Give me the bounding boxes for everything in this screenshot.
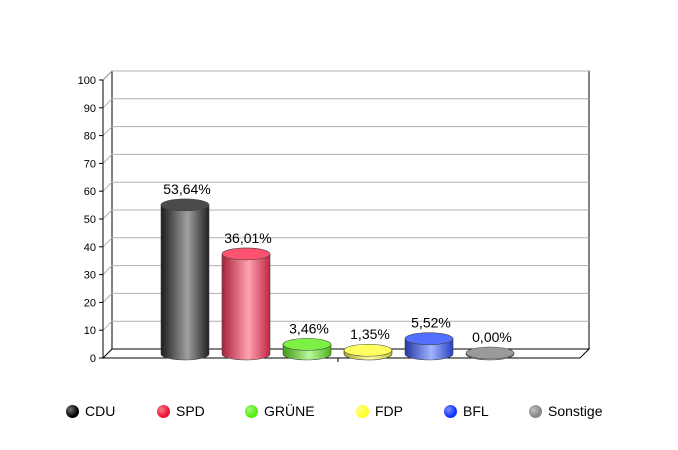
bar-top-gruene [282, 338, 332, 351]
bar-top-fdp [343, 343, 393, 357]
y-tick-label: 70 [84, 158, 96, 170]
bar-top-spd [221, 247, 271, 261]
legend-label-sonstige: Sonstige [548, 403, 603, 419]
data-label-gruene: 3,46% [289, 320, 329, 336]
gridline-depth [102, 98, 113, 109]
legend-label-bfl: BFL [463, 403, 489, 419]
legend-item-cdu: CDU [66, 400, 115, 422]
legend-swatch-cdu [66, 404, 79, 418]
data-label-sonstige: 0,00% [472, 329, 512, 345]
legend-item-fdp: FDP [356, 400, 403, 422]
legend-swatch-sonstige [529, 404, 542, 418]
legend-swatch-gruene [245, 404, 258, 418]
bar-body-spd [221, 253, 271, 361]
gridline-depth [102, 209, 113, 220]
legend-label-cdu: CDU [85, 403, 116, 419]
legend-swatch-bfl [444, 404, 457, 418]
legend: CDU SPD GRÜNE FDP BFL Sonstige [0, 400, 678, 424]
gridline-depth [102, 126, 113, 136]
legend-swatch-fdp [356, 404, 369, 418]
gridline-depth [102, 265, 113, 275]
legend-label-spd: SPD [176, 403, 205, 419]
y-tick-label: 0 [90, 353, 96, 365]
bar-body-cdu [160, 204, 210, 361]
bar-top-sonstige [465, 346, 515, 360]
bar-gruene [282, 338, 332, 361]
bar-cdu [160, 198, 210, 361]
data-label-cdu: 53,64% [163, 181, 210, 197]
gridline-depth [102, 237, 113, 248]
data-label-fdp: 1,35% [350, 326, 390, 342]
gridline-depth [102, 70, 113, 81]
bar-sonstige [465, 346, 515, 361]
y-tick-label: 80 [84, 131, 96, 143]
y-tick-label: 50 [84, 214, 96, 226]
bar-bfl [404, 332, 454, 361]
legend-item-sonstige: Sonstige [529, 400, 602, 422]
legend-item-bfl: BFL [444, 400, 489, 422]
legend-item-gruene: GRÜNE [245, 400, 315, 422]
gridline-depth [102, 154, 113, 164]
data-labels: 53,64% 36,01% 3,46% 1,35% 5,52% 0,00% [163, 181, 512, 345]
bars [160, 198, 515, 361]
y-tick-label: 10 [84, 325, 96, 337]
legend-label-gruene: GRÜNE [264, 403, 315, 419]
y-tick-label: 100 [78, 75, 96, 87]
bar-top-cdu [160, 198, 210, 212]
legend-label-fdp: FDP [375, 403, 403, 419]
bar-top-bfl [404, 332, 454, 345]
data-label-bfl: 5,52% [411, 315, 451, 331]
gridline-depth [102, 293, 113, 303]
legend-item-spd: SPD [157, 400, 205, 422]
y-tick-label: 40 [84, 242, 96, 254]
bar-spd [221, 247, 271, 361]
y-tick-label: 60 [84, 186, 96, 198]
y-tick-label: 20 [84, 297, 96, 309]
data-label-spd: 36,01% [224, 230, 271, 246]
bar-fdp [343, 343, 393, 361]
gridline-depth [102, 320, 113, 331]
y-tick-label: 90 [84, 103, 96, 115]
y-tick-label: 30 [84, 270, 96, 282]
gridline-depth [102, 181, 113, 192]
legend-swatch-spd [157, 404, 170, 418]
